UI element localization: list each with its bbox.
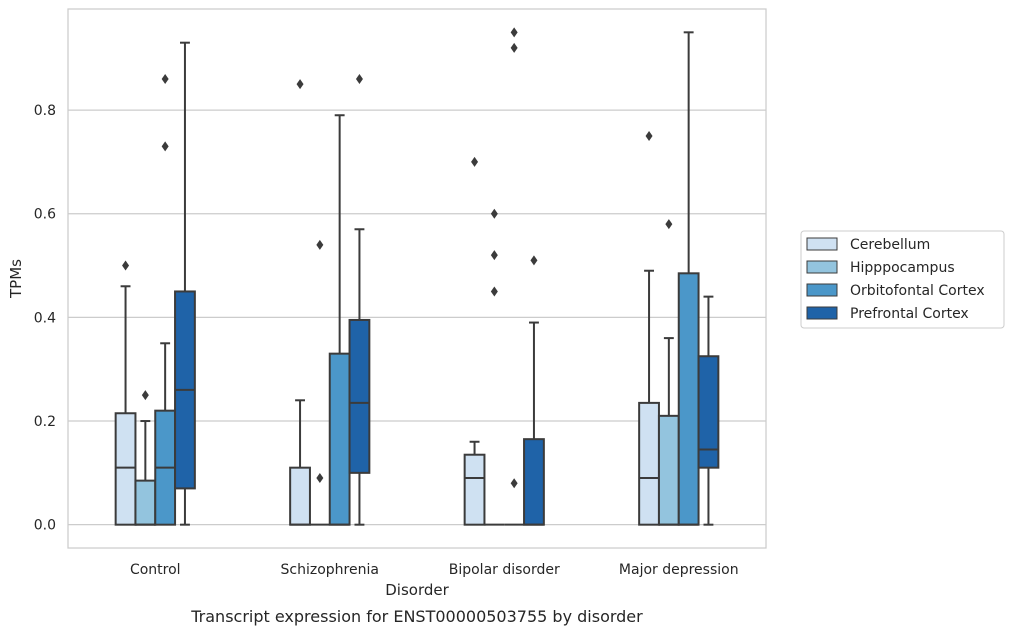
box-body [677,272,700,526]
legend-swatch [806,260,838,274]
outlier-point [316,239,324,250]
x-tick-label: Schizophrenia [281,562,379,578]
outlier-point [665,219,673,230]
legend-label: Orbitofontal Cortex [850,283,985,299]
box-body [657,414,680,526]
box-hipppocampus [484,208,505,526]
legend-label: Hipppocampus [850,260,955,276]
chart-caption: Transcript expression for ENST0000050375… [190,607,643,626]
legend-label: Cerebellum [850,237,930,253]
outlier-point [161,73,169,84]
legend: Cerebellum Hipppocampus Orbitofontal Corte… [800,230,1005,329]
y-tick-label: 0.8 [34,103,56,119]
box-orbitofontal-cortex [154,73,177,526]
box-body [134,479,157,526]
outlier-point [510,478,518,489]
box-orbitofontal-cortex [504,27,525,526]
plot-frame [67,8,767,549]
outlier-point [490,208,498,219]
y-tick-label: 0.4 [34,310,56,326]
box-prefrontal-cortex [174,41,196,526]
x-tick-label: Control [130,562,181,578]
x-tick-label: Major depression [619,562,739,578]
box-body [114,412,137,526]
box-series [114,27,720,526]
x-axis-ticks: Control Schizophrenia Bipolar disorder Majo… [130,562,739,578]
box-hipppocampus [657,219,680,526]
box-cerebellum [114,260,137,526]
box-hipppocampus [309,239,330,526]
box-orbitofontal-cortex [328,114,351,526]
x-tick-label: Bipolar disorder [449,562,560,578]
box-prefrontal-cortex [348,73,371,526]
box-body [289,466,311,526]
box-body [523,438,545,526]
box-prefrontal-cortex [697,295,720,526]
y-axis-ticks: 0.0 0.2 0.4 0.6 0.8 [34,103,56,534]
outlier-point [490,286,498,297]
box-cerebellum [289,79,311,526]
outlier-point [161,141,169,152]
outlier-point [510,27,518,38]
legend-label: Prefrontal Cortex [850,306,969,322]
y-tick-label: 0.2 [34,414,56,430]
box-prefrontal-cortex [523,255,545,526]
outlier-point [471,156,479,167]
box-cerebellum [638,130,660,526]
legend-swatch [806,306,838,320]
outlier-point [530,255,538,266]
box-hipppocampus [134,390,157,526]
legend-swatch [806,283,838,297]
box-cerebellum [463,156,486,526]
box-body [638,401,660,526]
outlier-point [296,79,304,90]
box-body [463,453,486,526]
legend-frame [800,230,1005,329]
outlier-point [316,473,324,484]
y-tick-label: 0.6 [34,207,56,223]
box-body [328,352,351,526]
x-axis-label: Disorder [385,581,449,599]
outlier-point [141,390,149,401]
outlier-point [355,73,363,84]
box-orbitofontal-cortex [677,31,700,526]
outlier-point [490,250,498,261]
outlier-point [645,130,653,141]
y-axis-label: TPMs [7,259,25,299]
outlier-point [510,42,518,53]
outlier-point [122,260,130,271]
box-body [697,355,720,469]
y-tick-label: 0.0 [34,518,56,534]
legend-swatch [806,237,838,251]
box-body [348,318,371,474]
